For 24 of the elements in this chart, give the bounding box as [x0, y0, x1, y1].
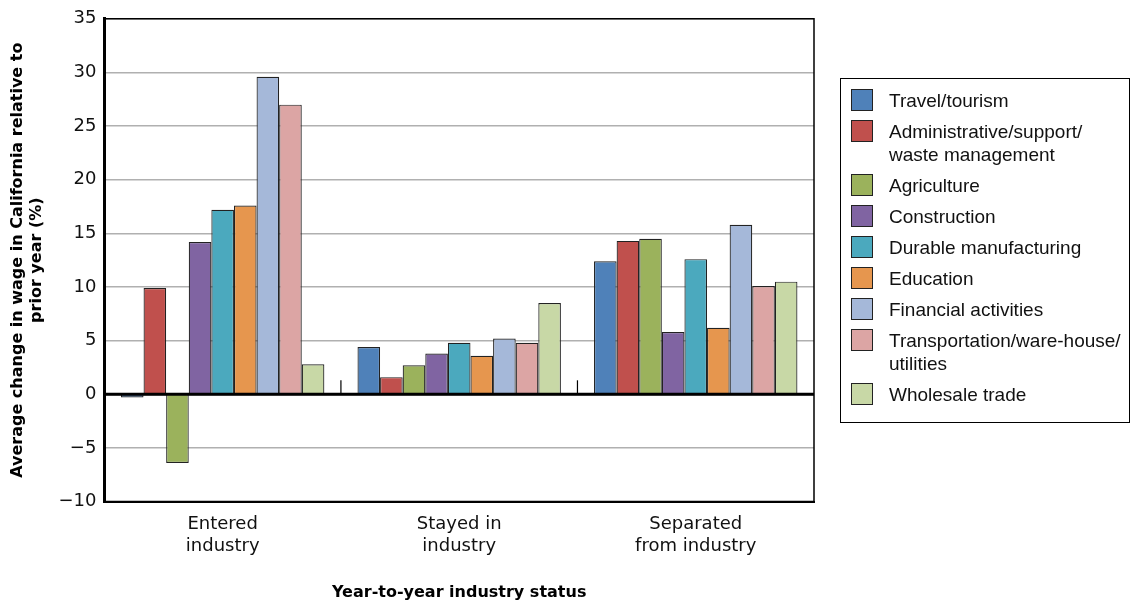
legend-label: Wholesale trade — [889, 383, 1027, 406]
legend-label: Education — [889, 267, 974, 290]
x-tick-label: Separated from industry — [635, 512, 757, 555]
y-tick-label: −5 — [69, 435, 97, 457]
x-tick-label: Stayed in industry — [416, 512, 502, 555]
y-tick-label: 15 — [73, 221, 97, 243]
y-tick-label: 5 — [84, 328, 97, 350]
y-tick-label: 35 — [73, 6, 97, 28]
legend-label: Construction — [889, 205, 996, 228]
text: Transportation/ware-house/utilities — [889, 330, 1121, 374]
y-axis-title: Average change in wage in California relative to prior year (%) — [6, 42, 45, 478]
y-tick-label: 20 — [73, 167, 97, 189]
y-tick-label: 10 — [73, 274, 97, 296]
y-tick-label: 0 — [84, 381, 97, 403]
y-tick-label: 25 — [73, 113, 97, 135]
legend-label: Agriculture — [889, 174, 980, 197]
legend-label: Financial activities — [889, 298, 1044, 321]
y-tick-label: −10 — [58, 489, 97, 511]
legend-label: Administrative/support/waste management — [889, 120, 1084, 166]
legend-label: Travel/tourism — [889, 89, 1009, 112]
y-tick-label: 30 — [73, 60, 97, 82]
x-tick-label: Entered industry — [185, 512, 260, 555]
legend-label: Durable manufacturing — [889, 236, 1082, 259]
x-axis-title: Year-to-year industry status — [330, 581, 587, 601]
